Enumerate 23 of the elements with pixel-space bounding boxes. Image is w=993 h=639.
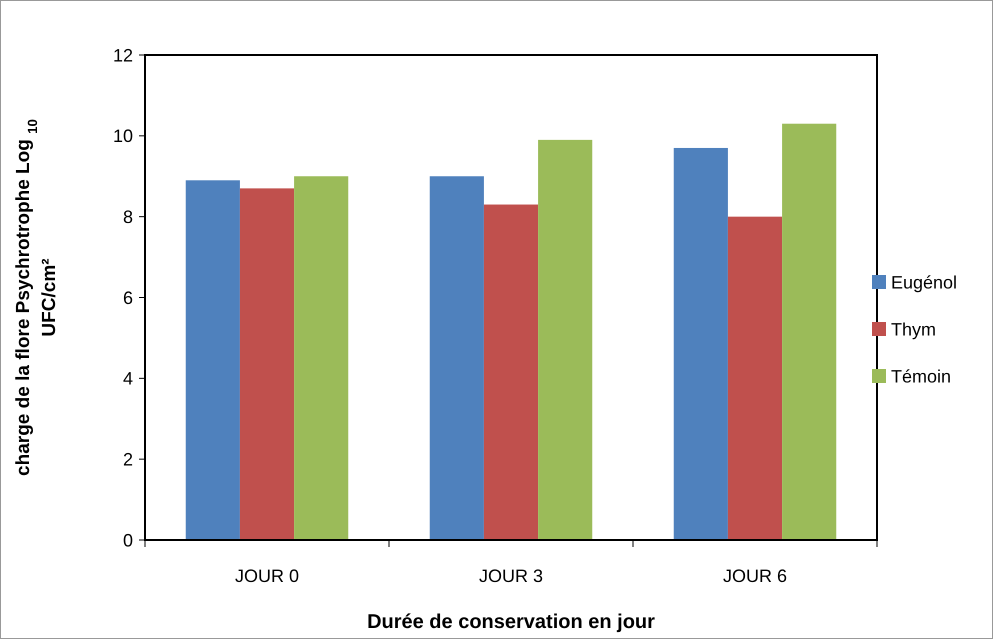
y-tick-label: 2 xyxy=(122,449,133,470)
x-tick-label: JOUR 0 xyxy=(234,566,300,586)
legend-label: Eugénol xyxy=(891,272,958,292)
bar xyxy=(430,176,484,540)
bar xyxy=(294,176,348,540)
bar xyxy=(674,148,728,540)
bar xyxy=(186,180,240,540)
x-tick-label: JOUR 6 xyxy=(722,566,788,586)
bar xyxy=(782,124,836,540)
y-tick-label: 6 xyxy=(122,288,133,308)
bar xyxy=(484,204,538,540)
bar xyxy=(728,216,782,540)
legend-label: Thym xyxy=(891,319,936,340)
bar xyxy=(538,140,592,540)
y-tick-label: 0 xyxy=(122,530,133,550)
x-axis-title: Durée de conservation en jour xyxy=(367,611,656,633)
legend-label: Témoin xyxy=(891,366,952,386)
bar xyxy=(240,188,294,540)
y-tick-label: 4 xyxy=(122,368,133,389)
y-tick-label: 10 xyxy=(112,126,133,146)
y-tick-label: 8 xyxy=(122,206,133,227)
x-tick-label: JOUR 3 xyxy=(478,566,544,586)
y-tick-label: 12 xyxy=(112,45,133,66)
